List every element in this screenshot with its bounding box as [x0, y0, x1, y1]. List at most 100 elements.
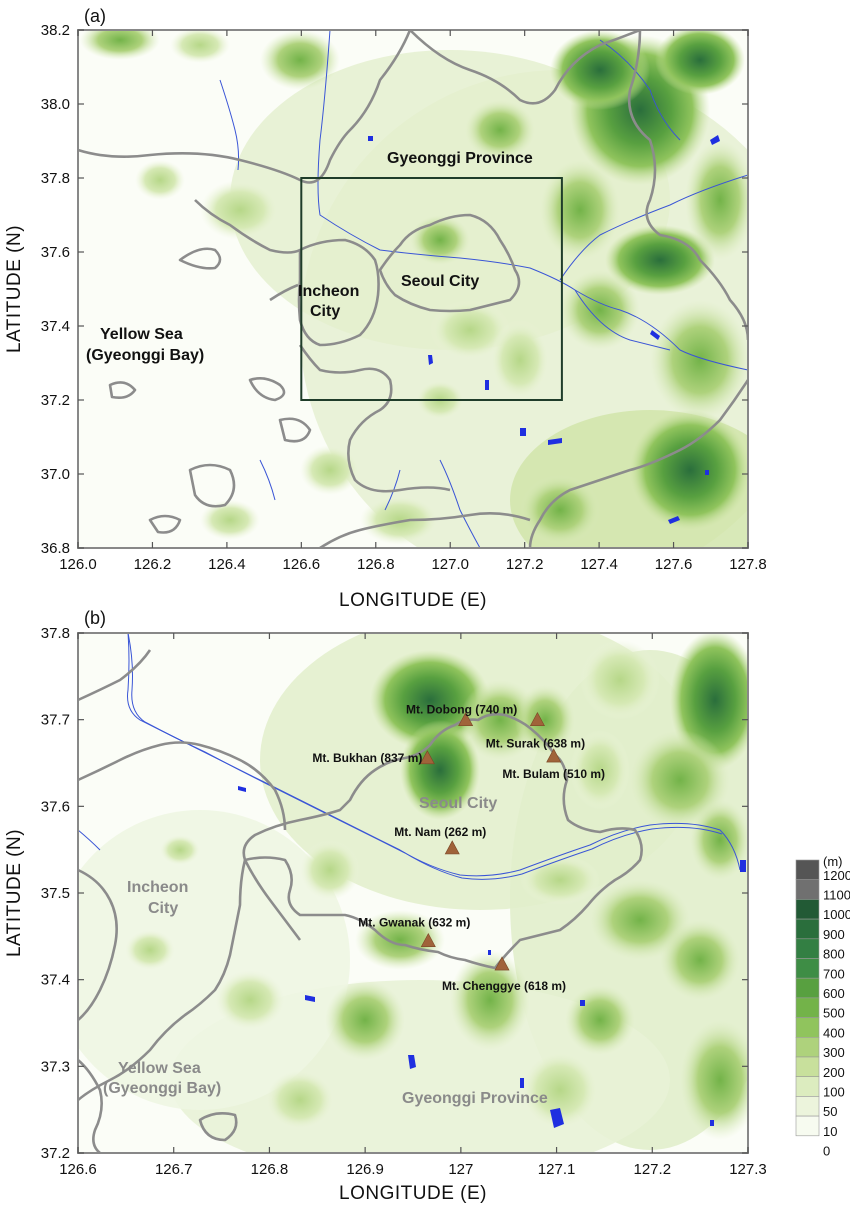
peak-marker	[529, 712, 545, 726]
legend-level: 0	[823, 1144, 830, 1159]
panel-b-xtick-label: 127.2	[634, 1161, 672, 1178]
seoul-label-a: Seoul City	[401, 273, 479, 290]
peak-label: Mt. Chenggye (618 m)	[442, 979, 566, 993]
peak-marker	[420, 933, 436, 947]
incheon-label-a-1: Incheon	[298, 283, 359, 300]
legend-swatch	[795, 899, 820, 920]
panel-b-peaks: Mt. Dobong (740 m) Mt. Surak (638 m) Mt. B…	[312, 703, 605, 993]
sea-label-a-1: Yellow Sea	[100, 326, 183, 343]
legend-level: 50	[823, 1104, 837, 1119]
legend-level: 100	[823, 1085, 845, 1100]
legend-swatch	[795, 1096, 820, 1117]
legend-level: 900	[823, 927, 845, 942]
legend-level: 1100	[823, 888, 850, 903]
panel-a-xlabel: LONGITUDE (E)	[339, 590, 487, 611]
panel-a-xtick-label: 126.2	[134, 556, 172, 573]
panel-a-frame	[77, 29, 749, 549]
panel-a-xtick-label: 127.2	[506, 556, 544, 573]
legend-unit: (m)	[823, 854, 843, 869]
panel-b-ticks: 126.6 126.7 126.8 126.9 127 127.1 127.2 127.3 37…	[41, 625, 767, 1178]
sea-label-b-1: Yellow Sea	[118, 1060, 201, 1077]
panel-b-ytick-label: 37.7	[41, 712, 70, 729]
peak-marker	[546, 748, 562, 763]
legend-swatch	[795, 958, 820, 979]
panel-b-ylabel: LATITUDE (N)	[4, 829, 25, 957]
legend-level: 1200	[823, 868, 850, 883]
panel-a-xtick-label: 127.4	[580, 556, 618, 573]
gyeonggi-label-b: Gyeonggi Province	[402, 1090, 548, 1107]
sea-label-a-2: (Gyeonggi Bay)	[86, 347, 204, 364]
legend-level: 400	[823, 1025, 845, 1040]
panel-b-xtick-label: 126.7	[155, 1161, 193, 1178]
panel-a-xtick-label: 126.4	[208, 556, 246, 573]
peak-label: Mt. Gwanak (632 m)	[358, 916, 470, 930]
legend-swatch	[795, 1037, 820, 1058]
panel-b-map: (b)	[4, 608, 767, 1204]
panel-a-ytick-label: 38.0	[41, 96, 70, 113]
panel-b-xtick-label: 126.8	[251, 1161, 289, 1178]
panel-a-xtick-label: 126.6	[283, 556, 321, 573]
peak-marker	[419, 750, 435, 765]
panel-a-inset-box	[300, 177, 563, 401]
legend-swatch	[795, 879, 820, 900]
seoul-label-b: Seoul City	[419, 795, 497, 812]
peak-label: Mt. Nam (262 m)	[394, 825, 486, 839]
legend-level: 800	[823, 947, 845, 962]
peak-marker	[444, 840, 460, 855]
panel-b-xtick-label: 126.6	[59, 1161, 97, 1178]
peak-marker	[494, 956, 510, 971]
panel-a-xtick-label: 126.0	[59, 556, 97, 573]
panel-a-xtick-label: 126.8	[357, 556, 395, 573]
panel-b-xtick-label: 126.9	[346, 1161, 384, 1178]
panel-b-ytick-label: 37.2	[41, 1145, 70, 1162]
legend-level: 300	[823, 1045, 845, 1060]
panel-b-terrain	[78, 633, 748, 1153]
panel-a-ytick-label: 37.4	[41, 318, 70, 335]
peak-marker	[458, 712, 474, 726]
legend-swatch	[795, 1017, 820, 1038]
panel-b-xtick-label: 127.3	[729, 1161, 767, 1178]
panel-a-label: (a)	[84, 6, 106, 26]
panel-b-ytick-label: 37.8	[41, 625, 70, 642]
panel-a-ytick-label: 38.2	[41, 22, 70, 39]
panel-a-ytick-label: 37.0	[41, 466, 70, 483]
incheon-label-b-2: City	[148, 900, 178, 917]
sea-label-b-2: (Gyeonggi Bay)	[103, 1080, 221, 1097]
legend-swatch	[795, 859, 820, 881]
panel-a-ylabel: LATITUDE (N)	[4, 225, 25, 353]
panel-a-xtick-label: 127.0	[431, 556, 469, 573]
legend-level: 700	[823, 966, 845, 981]
panel-a-ticks: 126.0 126.2 126.4 126.6 126.8 127.0 127.2 127.4…	[41, 22, 767, 573]
incheon-label-a-2: City	[310, 303, 340, 320]
panel-b-label: (b)	[84, 608, 106, 628]
panel-b-xlabel: LONGITUDE (E)	[339, 1183, 487, 1204]
panel-a-map: (a)	[4, 6, 767, 611]
peak-label: Mt. Dobong (740 m)	[406, 703, 517, 717]
legend-level: 600	[823, 986, 845, 1001]
peak-label: Mt. Bulam (510 m)	[502, 767, 605, 781]
panel-a-xtick-label: 127.6	[655, 556, 693, 573]
panel-a-ytick-label: 36.8	[41, 540, 70, 557]
legend-swatch	[795, 938, 820, 959]
panel-b-ytick-label: 37.5	[41, 885, 70, 902]
legend-level: 200	[823, 1065, 845, 1080]
legend-swatch	[795, 1115, 820, 1137]
legend-swatch	[795, 1056, 820, 1078]
legend-swatch	[795, 997, 820, 1018]
panel-a-xtick-label: 127.8	[729, 556, 767, 573]
legend-swatch	[795, 1076, 820, 1097]
panel-a-ytick-label: 37.6	[41, 244, 70, 261]
legend-level: 1000	[823, 907, 850, 922]
panel-b-xtick-label: 127.1	[538, 1161, 576, 1178]
legend-level: 500	[823, 1006, 845, 1021]
panel-b-ytick-label: 37.4	[41, 972, 70, 989]
incheon-label-b-1: Incheon	[127, 879, 188, 896]
panel-b-xtick-label: 127	[448, 1161, 473, 1178]
panel-b-ytick-label: 37.6	[41, 798, 70, 815]
panel-a-ytick-label: 37.2	[41, 392, 70, 409]
legend-swatch	[795, 918, 820, 940]
peak-label: Mt. Surak (638 m)	[486, 737, 585, 751]
gyeonggi-label-a: Gyeonggi Province	[387, 150, 533, 167]
panel-b-ytick-label: 37.3	[41, 1058, 70, 1075]
